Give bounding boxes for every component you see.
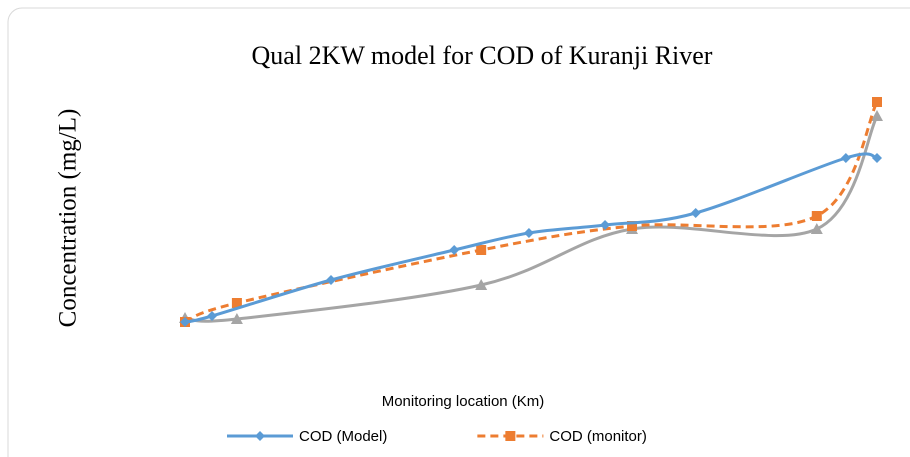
marker [476,245,487,255]
marker [600,220,611,230]
marker [449,245,460,255]
marker [231,298,242,308]
marker [230,313,243,324]
chart-title: Qual 2KW model for COD of Kuranji River [252,41,713,70]
marker [840,153,851,163]
series-line [184,115,879,323]
marker [627,221,638,231]
marker [475,279,488,290]
marker [326,275,337,285]
legend-label: COD (Model) [299,428,387,445]
legend-marker [505,431,516,441]
chart-border [7,7,910,457]
marker [872,153,882,163]
y-axis-label: Concentration (mg/L) [55,109,82,328]
marker [180,317,190,327]
legend-label: COD (monitor) [549,428,647,445]
marker [690,208,701,218]
marker [810,223,823,234]
legend-marker [255,431,265,441]
marker [871,110,883,121]
marker [523,228,534,238]
marker [872,97,882,107]
marker [206,311,217,321]
marker [811,211,822,221]
x-axis-label: Monitoring location (Km) [382,393,545,410]
